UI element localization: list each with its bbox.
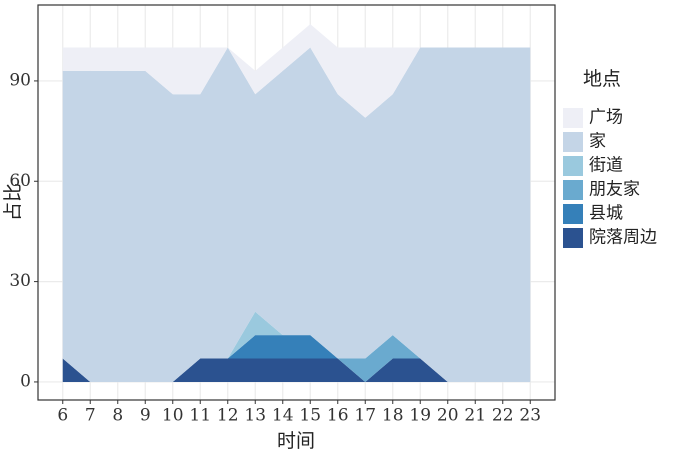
x-axis-title: 时间 (277, 430, 315, 452)
x-tick-label: 15 (299, 406, 321, 426)
y-tick-label: 90 (9, 70, 31, 90)
y-tick-label: 0 (20, 371, 31, 391)
legend-label: 广场 (589, 108, 623, 128)
x-tick-label: 22 (492, 406, 514, 426)
x-tick-label: 23 (519, 406, 541, 426)
x-tick-label: 6 (57, 406, 68, 426)
y-tick-label: 30 (9, 271, 31, 291)
areas (62, 24, 531, 382)
x-tick-label: 17 (354, 406, 376, 426)
x-tick-label: 20 (437, 406, 459, 426)
legend-key (563, 132, 583, 152)
panel-border (37, 4, 556, 401)
y-tick-label: 60 (9, 171, 31, 191)
x-tick-label: 18 (382, 406, 404, 426)
legend-label: 院落周边 (589, 228, 657, 248)
x-tick-label: 14 (272, 406, 294, 426)
legend-label: 县城 (589, 204, 623, 224)
legend-title: 地点 (583, 68, 621, 90)
area (62, 47, 531, 382)
x-tick-label: 12 (217, 406, 239, 426)
x-tick-label: 7 (85, 406, 96, 426)
legend-key (563, 180, 583, 200)
legend-label: 家 (589, 132, 606, 152)
x-tick-label: 19 (409, 406, 431, 426)
legend-label: 朋友家 (589, 180, 640, 200)
legend-key (563, 228, 583, 248)
y-axis-title: 占比 (2, 183, 24, 221)
x-tick-label: 9 (140, 406, 151, 426)
x-tick-label: 13 (244, 406, 266, 426)
x-tick-label: 10 (162, 406, 184, 426)
legend-key (563, 156, 583, 176)
legend-label: 街道 (589, 156, 623, 176)
legend-key (563, 204, 583, 224)
x-tick-label: 21 (464, 406, 486, 426)
area (62, 24, 531, 118)
legend-key (563, 108, 583, 128)
axes: 0 30 60 90 6 7 8 9 10 11 12 13 14 15 16 17 18 19 20 21 22 23 (9, 70, 541, 425)
x-tick-label: 11 (189, 406, 211, 426)
x-tick-label: 16 (327, 406, 349, 426)
x-tick-label: 8 (112, 406, 123, 426)
area (62, 335, 531, 382)
